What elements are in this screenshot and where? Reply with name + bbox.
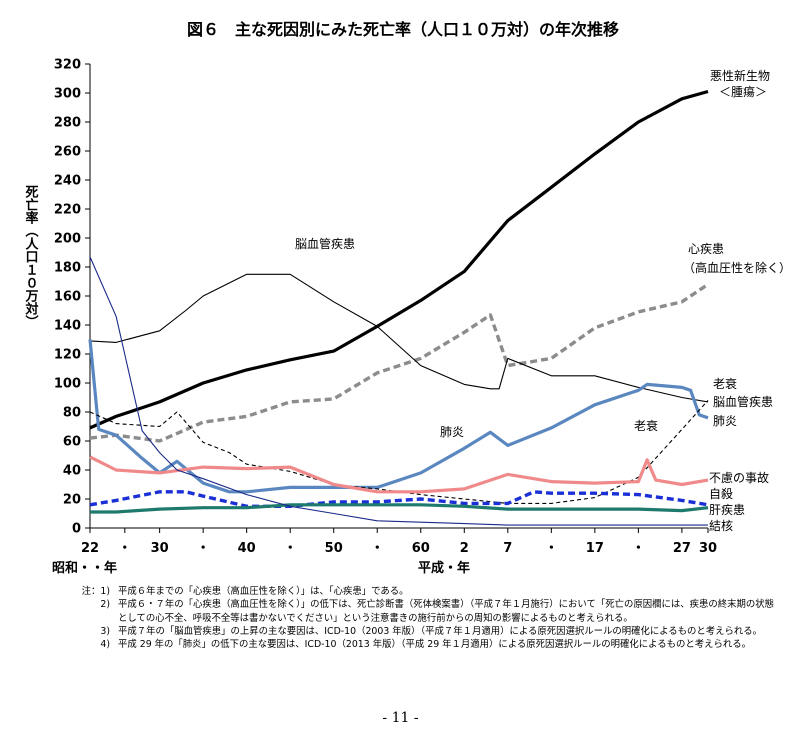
y-axis-label: 死亡率（人口１０万対） [23,185,40,328]
series-line-0 [89,89,709,430]
label-pneumonia-inline: 肺炎 [440,425,464,439]
x-tick-label: 40 [238,541,256,556]
series-line-5 [89,455,709,494]
footnote: 4) 平成 29 年の「肺炎」の低下の主な要因は、ICD-10（2013 年版）… [60,638,780,651]
label-tb: 結核 [709,519,733,533]
y-tick-label: 320 [54,58,81,73]
y-tick-label: 140 [54,319,81,334]
chart-title: 図６ 主な死因別にみた死亡率（人口１０万対）の年次推移 [187,20,619,39]
era-heisei-label: 平成・年 [418,560,470,576]
footnotes: 注：1) 平成６年までの「心疾患（高血圧性を除く）」は、「心疾患」である。 2)… [60,585,780,651]
x-tick-label: ・ [632,541,645,556]
y-tick-label: 160 [54,290,81,305]
x-tick-label: 30 [699,541,717,556]
y-tick-label: 220 [54,203,81,218]
annotations: 悪性新生物 ＜腫瘍＞ 心疾患 （高血圧性を除く） 脳血管疾患 肺炎 老衰 老衰 … [295,68,791,533]
x-tick-label: 17 [586,541,604,556]
footnote: 3) 平成７年の「脳血管疾患」の上昇の主な要因は、ICD-10（2003 年版）… [60,625,780,638]
label-heart: 心疾患 [688,241,724,256]
x-tick-label: 30 [151,541,169,556]
label-cerebro: 脳血管疾患 [295,236,355,251]
footnote-text: 平成 29 年の「肺炎」の低下の主な要因は、ICD-10（2013 年版）（平成… [118,639,751,651]
label-accident: 不慮の事故 [709,470,769,485]
y-tick-label: 260 [54,145,81,160]
x-tick-label: ・ [545,541,558,556]
footnote: 2) 平成６・７年の「心疾患（高血圧性を除く）」の低下は、死亡診断書（死体検案書… [60,598,780,625]
x-tick-label: ・ [284,541,297,556]
page-number: - 11 - [382,710,419,726]
label-liver: 肝疾患 [709,502,745,517]
label-pneumonia: 肺炎 [713,414,737,428]
y-tick-label: 20 [63,493,81,508]
x-tick-label: 50 [325,541,343,556]
x-tick-label: 60 [412,541,430,556]
y-tick-label: 300 [54,87,81,102]
label-senility-inline: 老衰 [634,418,658,433]
y-tick-label: 100 [54,377,81,392]
footnote: 注：1) 平成６年までの「心疾患（高血圧性を除く）」は、「心疾患」である。 [60,585,780,598]
footnote-number: 4) [100,639,110,651]
footnote-text: 平成７年の「脳血管疾患」の上昇の主な要因は、ICD-10（2003 年版）（平成… [118,625,763,637]
series-line-3 [88,339,709,494]
series-line-7 [90,503,709,514]
series-layer [88,89,709,526]
label-cancer: 悪性新生物 [710,68,770,83]
axes: 0204060801001201401601802002202402602803… [54,58,717,557]
series-line-4 [89,400,709,504]
label-cerebro-right: 脳血管疾患 [713,394,773,409]
footnote-number: 注：1) [81,586,110,597]
y-tick-label: 60 [63,435,81,450]
y-tick-label: 0 [72,522,81,537]
label-senility: 老衰 [713,376,737,391]
y-tick-label: 200 [54,232,81,247]
x-tick-label: ・ [118,541,131,556]
y-tick-label: 280 [54,116,81,131]
y-tick-label: 40 [63,464,81,479]
y-tick-label: 80 [63,406,81,421]
footnote-number: 2) [100,599,110,611]
x-tick-label: 2 [460,541,469,556]
x-tick-label: 27 [673,541,691,556]
y-tick-label: 120 [54,348,81,363]
era-showa-label: 昭和・・年 [52,560,117,576]
x-tick-label: ・ [371,541,384,556]
x-tick-label: ・ [197,541,210,556]
footnote-number: 3) [100,625,110,637]
footnote-text: 平成６・７年の「心疾患（高血圧性を除く）」の低下は、死亡診断書（死体検案書）（平… [118,599,774,624]
label-heart-2: （高血圧性を除く） [683,260,791,275]
label-suicide: 自殺 [709,487,733,501]
x-tick-label: 7 [503,541,512,556]
footnote-text: 平成６年までの「心疾患（高血圧性を除く）」は、「心疾患」である。 [118,586,409,597]
label-cancer-2: ＜腫瘍＞ [719,84,767,99]
series-line-8 [89,256,708,526]
series-line-2 [89,273,709,403]
y-tick-label: 240 [54,174,81,189]
series-line-1 [89,282,709,443]
y-tick-label: 180 [54,261,81,276]
series-line-6 [89,490,709,508]
x-tick-label: 22 [81,541,99,556]
